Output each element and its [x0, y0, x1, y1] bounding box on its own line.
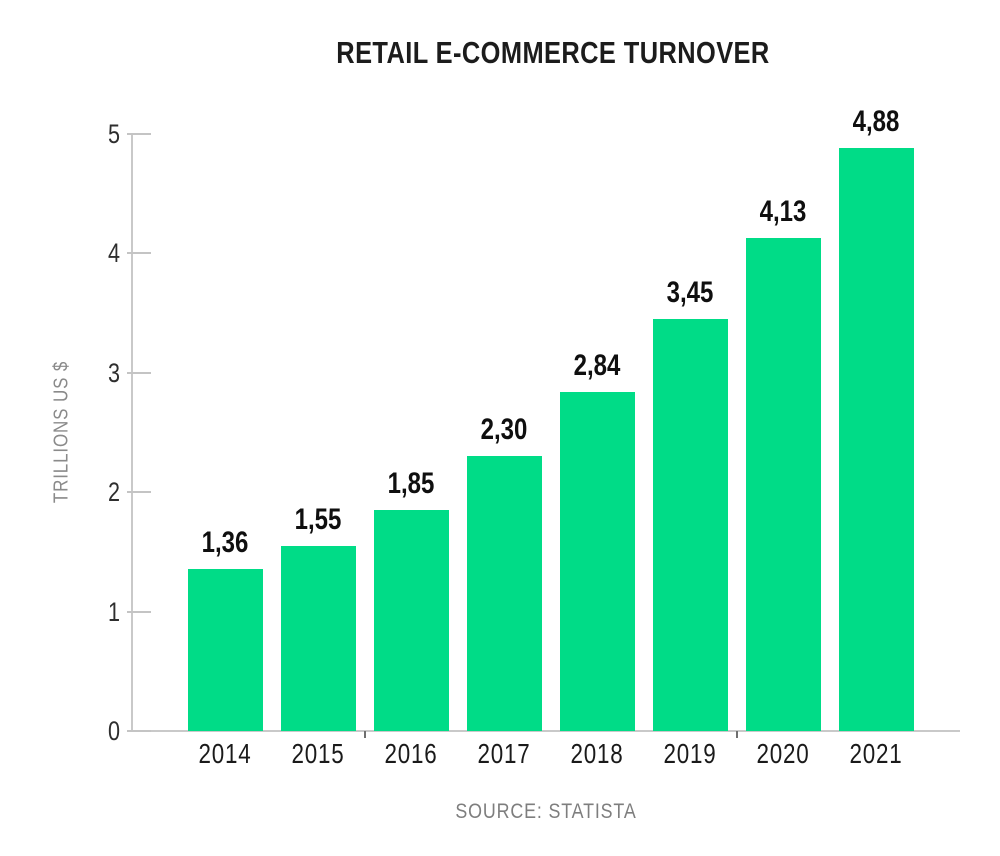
bar-value-label: 3,45 — [666, 276, 714, 310]
x-boundary-tick — [363, 731, 366, 738]
x-tick-label: 2014 — [198, 738, 252, 769]
x-boundary-tick — [735, 731, 738, 738]
x-tick-label: 2020 — [756, 738, 810, 769]
bar — [652, 319, 728, 731]
bar-value-label: 1,36 — [201, 525, 249, 559]
bar — [466, 456, 542, 731]
bar — [838, 148, 914, 731]
y-tick-label: 4 — [107, 238, 120, 269]
bar-value-label: 1,85 — [387, 467, 435, 501]
bar — [280, 545, 356, 731]
bar-value-label: 4,13 — [759, 194, 807, 228]
y-tick-mark — [127, 252, 151, 255]
y-axis-title: TRILLIONS US $ — [50, 360, 73, 504]
bar — [187, 568, 263, 731]
bar — [373, 510, 449, 731]
bar-value-label: 1,55 — [294, 502, 342, 536]
bar-value-label: 2,84 — [573, 348, 621, 382]
y-axis-line — [131, 134, 133, 732]
x-axis-line — [131, 730, 960, 732]
y-tick-mark — [127, 133, 151, 135]
chart-title: RETAIL E-COMMERCE TURNOVER — [336, 35, 770, 70]
bar — [745, 237, 821, 731]
y-tick-mark — [127, 491, 151, 494]
y-tick-label: 5 — [107, 119, 120, 149]
y-tick-label: 0 — [107, 716, 120, 746]
y-tick-mark — [127, 730, 151, 732]
x-tick-label: 2015 — [291, 738, 345, 769]
x-tick-label: 2017 — [477, 738, 531, 769]
x-tick-label: 2021 — [849, 738, 903, 769]
source-caption: SOURCE: STATISTA — [455, 800, 637, 823]
y-tick-label: 2 — [107, 477, 120, 508]
y-tick-mark — [127, 610, 151, 613]
y-tick-label: 3 — [107, 357, 120, 388]
x-tick-label: 2018 — [570, 738, 624, 769]
bar-value-label: 2,30 — [480, 413, 528, 447]
x-tick-label: 2019 — [663, 738, 717, 769]
y-tick-mark — [127, 371, 151, 374]
bar — [559, 391, 635, 731]
y-tick-label: 1 — [107, 596, 120, 627]
x-tick-label: 2016 — [384, 738, 438, 769]
bar-value-label: 4,88 — [852, 105, 900, 139]
